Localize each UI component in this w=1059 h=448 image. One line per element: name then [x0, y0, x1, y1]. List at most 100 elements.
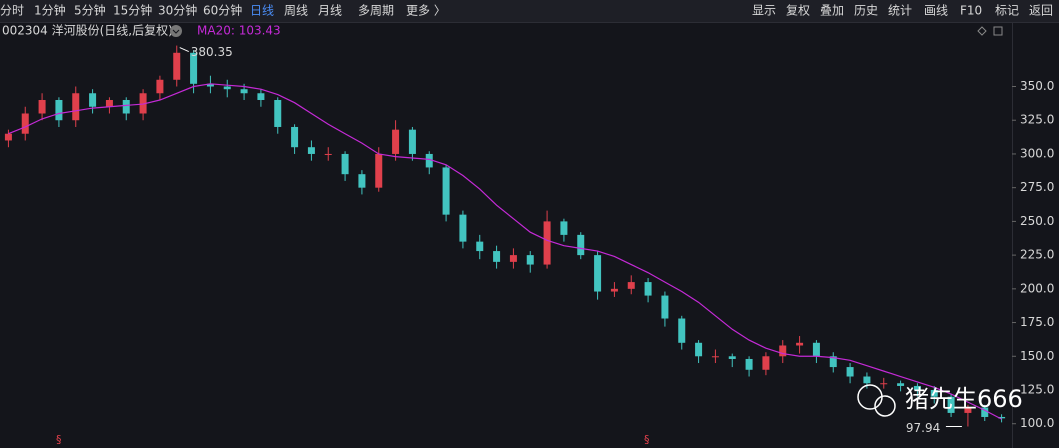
candle-body [560, 221, 568, 235]
candle-body [173, 52, 181, 80]
candle-body [863, 376, 871, 384]
tool-button[interactable]: 统计 [888, 4, 912, 18]
candle-body [644, 282, 652, 296]
y-tick-label: 300.0 [1020, 146, 1054, 160]
period-tab[interactable]: 60分钟 [203, 3, 242, 18]
annotation-arrow [179, 47, 189, 53]
candle-body [493, 251, 501, 262]
tool-button[interactable]: 画线 [924, 4, 948, 18]
candle-body [122, 100, 130, 114]
candle-body [897, 383, 905, 386]
candle-body [21, 113, 29, 134]
y-tick-label: 150.0 [1020, 349, 1054, 363]
candle-body [72, 93, 80, 121]
dropdown-icon[interactable] [170, 25, 182, 37]
candle-body [880, 383, 888, 385]
candle-body [711, 356, 719, 358]
period-tab[interactable]: 分时 [0, 4, 24, 18]
period-tab[interactable]: 30分钟 [158, 3, 197, 18]
candle-body [408, 129, 416, 154]
candle-body [577, 234, 585, 256]
candle-body [139, 93, 147, 114]
period-tab[interactable]: 15分钟 [113, 3, 152, 18]
tool-button[interactable]: F10 [960, 4, 982, 18]
tool-button[interactable]: 返回 [1029, 4, 1053, 18]
candle-body [762, 356, 770, 370]
candle-body [998, 416, 1006, 419]
y-tick-label: 200.0 [1020, 281, 1054, 295]
period-tab[interactable]: 日线 [250, 4, 274, 18]
candle-body [4, 133, 12, 141]
candle-body [358, 174, 366, 188]
tool-button[interactable]: 标记 [995, 4, 1019, 18]
period-tab[interactable]: 更多 〉 [406, 4, 446, 18]
candle-body [307, 147, 315, 154]
candle-body [240, 89, 248, 94]
candle-body [796, 342, 804, 346]
ma-line [8, 83, 1002, 420]
candle-body [55, 100, 63, 121]
diamond-icon[interactable] [977, 26, 987, 36]
square-icon[interactable] [993, 26, 1003, 36]
watermark: 猪先生666 [905, 385, 1023, 413]
period-tab[interactable]: 月线 [318, 4, 342, 18]
candle-body [779, 345, 787, 357]
candle-body [206, 83, 214, 87]
candle-body [913, 385, 921, 390]
y-tick-label: 225.0 [1020, 248, 1054, 262]
y-tick-label: 125.0 [1020, 383, 1054, 397]
candle-body [190, 52, 198, 84]
candle-body [459, 214, 467, 242]
candle-body [543, 221, 551, 265]
candle-body [728, 356, 736, 359]
candle-body [291, 126, 299, 148]
y-tick-label: 250.0 [1020, 214, 1054, 228]
candle-body [257, 93, 265, 100]
watermark-icon [857, 384, 896, 417]
candle-body [661, 295, 669, 319]
period-tab[interactable]: 周线 [284, 4, 308, 18]
period-tab[interactable]: 多周期 [358, 4, 394, 18]
candle-body [274, 100, 282, 127]
max-label: 380.35 [191, 45, 233, 59]
toolbar [0, 0, 1059, 22]
period-tab[interactable]: 1分钟 [34, 3, 66, 18]
candle-body [425, 153, 433, 168]
divider [0, 22, 1059, 23]
candle-body [392, 129, 400, 154]
candle-body [846, 367, 854, 377]
candle-body [38, 100, 46, 114]
tool-button[interactable]: 复权 [786, 4, 810, 18]
y-tick-label: 325.0 [1020, 113, 1054, 127]
candle-body [509, 255, 517, 262]
y-tick-label: 275.0 [1020, 180, 1054, 194]
candle-body [947, 396, 955, 413]
ma-legend: MA20: 103.43 [197, 24, 281, 38]
candle-body [324, 153, 332, 155]
candle-body [89, 93, 97, 107]
event-marker[interactable]: § [56, 433, 62, 446]
event-marker[interactable]: § [644, 433, 650, 446]
tool-button[interactable]: 叠加 [820, 4, 844, 18]
candle-body [105, 100, 113, 107]
chart-title: 002304 洋河股份(日线,后复权) [2, 23, 173, 38]
candle-body [442, 167, 450, 215]
dropdown-arrow [172, 29, 180, 34]
candle-body [812, 342, 820, 357]
candle-body [341, 153, 349, 175]
period-tab[interactable]: 5分钟 [74, 3, 106, 18]
candle-body [375, 153, 383, 188]
tool-button[interactable]: 历史 [854, 4, 878, 18]
candle-body [610, 288, 618, 292]
candle-body [627, 282, 635, 289]
y-tick-label: 175.0 [1020, 315, 1054, 329]
y-tick-label: 350.0 [1020, 79, 1054, 93]
candle-body [156, 79, 164, 94]
candle-body [829, 356, 837, 368]
tool-button[interactable]: 显示 [752, 4, 776, 18]
y-tick-label: 100.0 [1020, 416, 1054, 430]
candle-body [476, 241, 484, 252]
candle-body [930, 390, 938, 397]
candle-body [695, 342, 703, 357]
